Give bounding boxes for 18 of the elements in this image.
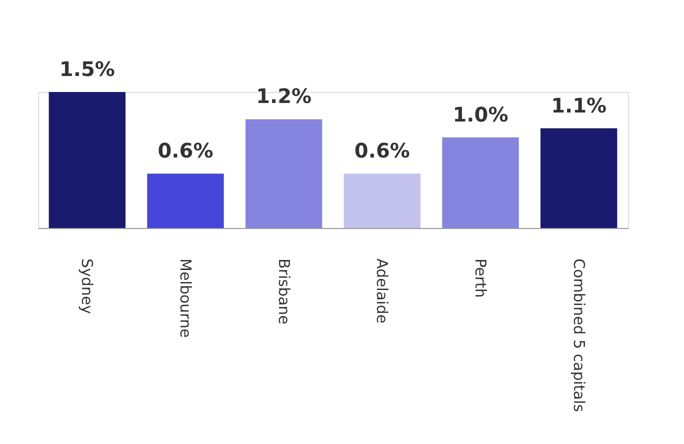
x-tick-label: Adelaide <box>373 258 392 324</box>
data-label: 1.0% <box>452 102 508 126</box>
data-label: 0.6% <box>354 138 410 163</box>
data-label: 1.2% <box>256 84 312 108</box>
bar <box>48 92 126 228</box>
bar <box>344 174 421 228</box>
bar <box>442 137 519 228</box>
x-tick-label: Brisbane <box>274 258 293 324</box>
data-label: 0.6% <box>158 138 214 163</box>
x-tick-label: Combined 5 capitals <box>570 258 588 412</box>
x-tick-label: Perth <box>472 258 490 298</box>
bar <box>540 128 618 228</box>
data-label: 1.1% <box>551 93 607 118</box>
x-tick-label: Melbourne <box>176 258 194 338</box>
data-label: 1.5% <box>59 57 115 81</box>
bar <box>245 119 322 228</box>
bar <box>147 174 224 228</box>
x-tick-label: Sydney <box>78 258 96 314</box>
